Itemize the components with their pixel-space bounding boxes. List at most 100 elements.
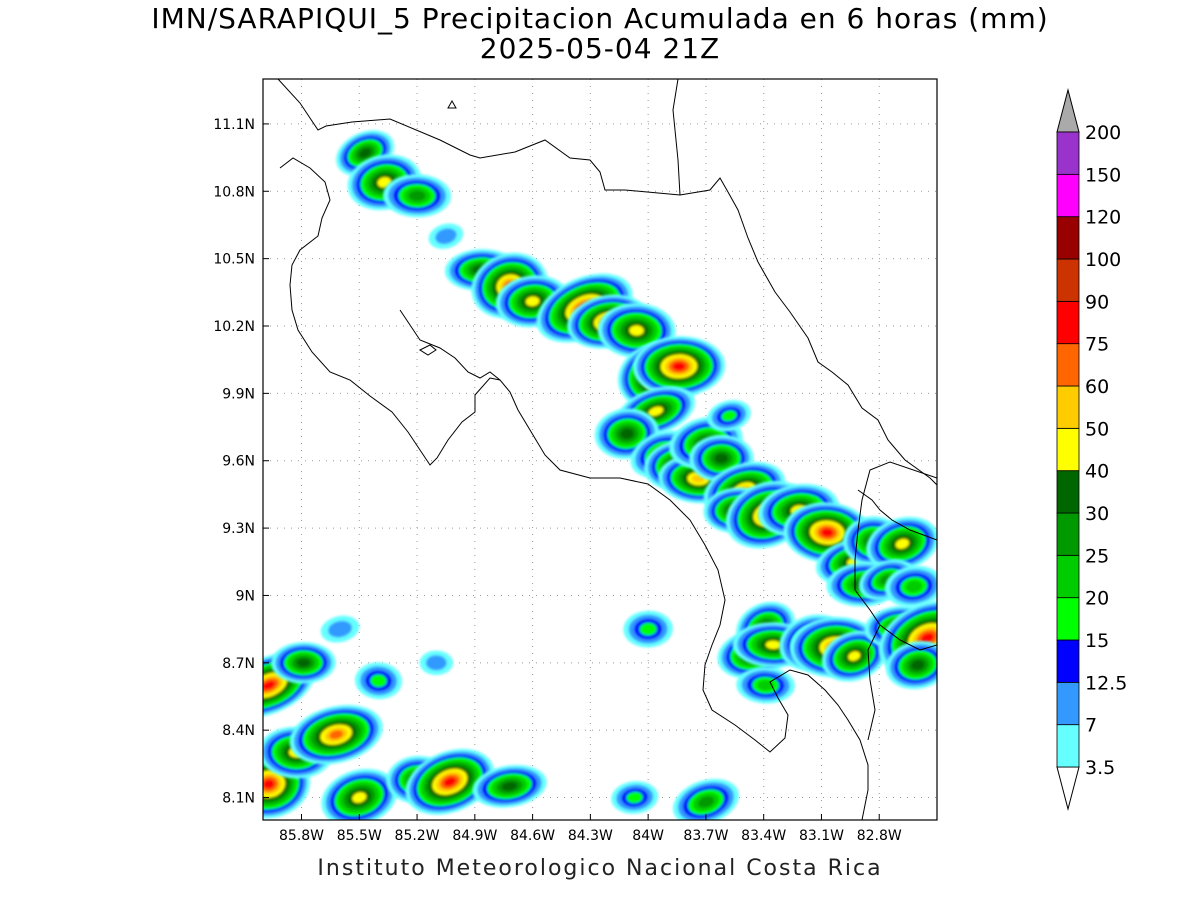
legend-label: 120	[1085, 207, 1121, 229]
legend-swatch	[1056, 597, 1080, 641]
precip-cell	[321, 768, 398, 820]
precip-contour	[501, 781, 518, 791]
precip-contour	[721, 410, 737, 422]
precip-cell	[623, 610, 673, 648]
legend-label: 150	[1085, 164, 1121, 186]
legend-label: 25	[1085, 545, 1109, 567]
precip-contour	[358, 148, 372, 158]
nicaragua-lake-coast	[672, 79, 681, 196]
precip-contour	[435, 228, 457, 244]
precip-contour	[370, 674, 387, 688]
precip-contour	[905, 580, 923, 593]
precip-cell	[320, 615, 360, 643]
precip-cell	[271, 642, 336, 684]
precip-cell	[472, 765, 547, 808]
legend-swatch	[1056, 216, 1080, 260]
lat-tick-label: 8.7N	[222, 656, 255, 672]
precip-contour	[697, 796, 714, 808]
legend-label: 15	[1085, 630, 1109, 652]
lat-tick-label: 8.1N	[222, 791, 255, 807]
precip-contour	[629, 325, 644, 336]
legend-label: 3.5	[1085, 757, 1115, 779]
colorbar-legend: 3.5 7 12.5 15 20 25 30 40 50 60 75 90 100 120 150 200	[1056, 88, 1127, 811]
precip-cell	[884, 565, 937, 608]
legend-label: 90	[1085, 291, 1109, 313]
legend-over-triangle	[1056, 88, 1080, 133]
lat-tick-label: 9N	[236, 588, 255, 604]
precip-cell	[419, 650, 454, 676]
nicoya-island	[418, 344, 437, 356]
precip-contour	[408, 190, 426, 201]
legend-swatch	[1056, 554, 1080, 599]
precip-contour	[296, 658, 311, 668]
axis-ticks: 85.8W 85.5W 85.2W 84.9W 84.6W 84.3W 84W 83.7W 83…	[213, 117, 902, 844]
legend-under-triangle	[1056, 766, 1080, 811]
precip-contour	[443, 777, 456, 787]
precip-cell	[673, 778, 739, 820]
precip-contour	[920, 632, 935, 644]
legend-swatch	[1056, 470, 1080, 514]
legend-label: 12.5	[1085, 672, 1127, 694]
precip-contour	[848, 651, 861, 661]
lat-tick-label: 10.8N	[213, 184, 255, 200]
precip-cell	[289, 704, 383, 765]
precip-cell	[866, 516, 937, 571]
precip-cell	[611, 781, 659, 814]
precip-cell	[885, 641, 937, 690]
lon-tick-label: 83.7W	[683, 828, 728, 844]
legend-swatch	[1056, 343, 1080, 387]
legend-swatch	[1056, 131, 1080, 175]
precipitation-layer	[263, 130, 937, 820]
precip-contour	[352, 792, 367, 803]
lon-tick-label: 83.1W	[799, 828, 844, 844]
precip-contour	[648, 406, 664, 417]
precip-cell	[383, 174, 452, 218]
burica-peninsula	[879, 624, 937, 651]
lon-tick-label: 85.8W	[279, 828, 324, 844]
precip-contour	[911, 660, 925, 671]
legend-swatch	[1056, 639, 1080, 683]
lon-tick-label: 84W	[632, 828, 664, 844]
legend-swatch	[1056, 258, 1080, 302]
pacific-coastline	[279, 157, 869, 820]
precip-contour	[765, 640, 781, 650]
legend-label: 100	[1085, 249, 1121, 271]
precip-cell	[821, 630, 887, 682]
lon-tick-label: 84.6W	[510, 828, 555, 844]
precip-cell	[355, 662, 403, 700]
lon-tick-label: 83.4W	[741, 828, 786, 844]
precip-contour	[714, 453, 729, 464]
precip-contour	[626, 791, 643, 804]
lat-tick-label: 11.1N	[213, 117, 255, 133]
precip-cell	[495, 275, 570, 328]
precip-cell	[632, 336, 726, 397]
legend-label: 20	[1085, 588, 1109, 610]
legend-label: 50	[1085, 418, 1109, 440]
legend-label: 200	[1085, 122, 1121, 144]
legend-swatch	[1056, 512, 1080, 556]
legend-label: 30	[1085, 503, 1109, 525]
legend-swatch	[1056, 173, 1080, 218]
legend-swatch	[1056, 724, 1080, 768]
precip-cell	[428, 223, 464, 249]
map-frame	[262, 78, 938, 821]
precip-contour	[895, 538, 910, 549]
precip-contour	[329, 730, 344, 740]
legend-label: 75	[1085, 334, 1109, 356]
legend-swatch	[1056, 427, 1080, 472]
precip-contour	[639, 622, 657, 636]
precip-contour	[263, 680, 276, 690]
coastline-layer	[277, 79, 937, 820]
lat-tick-label: 8.4N	[222, 723, 255, 739]
legend-swatch	[1056, 385, 1080, 429]
legend-label: 40	[1085, 461, 1109, 483]
precip-cell	[405, 748, 495, 815]
precip-contour	[263, 779, 275, 789]
chart-subtitle: 2025-05-04 21Z	[479, 32, 721, 65]
lon-tick-label: 85.5W	[337, 828, 382, 844]
legend-swatch	[1056, 300, 1080, 345]
lat-tick-label: 9.9N	[222, 386, 255, 402]
precip-contour	[426, 655, 447, 671]
panama-coast	[857, 489, 937, 541]
